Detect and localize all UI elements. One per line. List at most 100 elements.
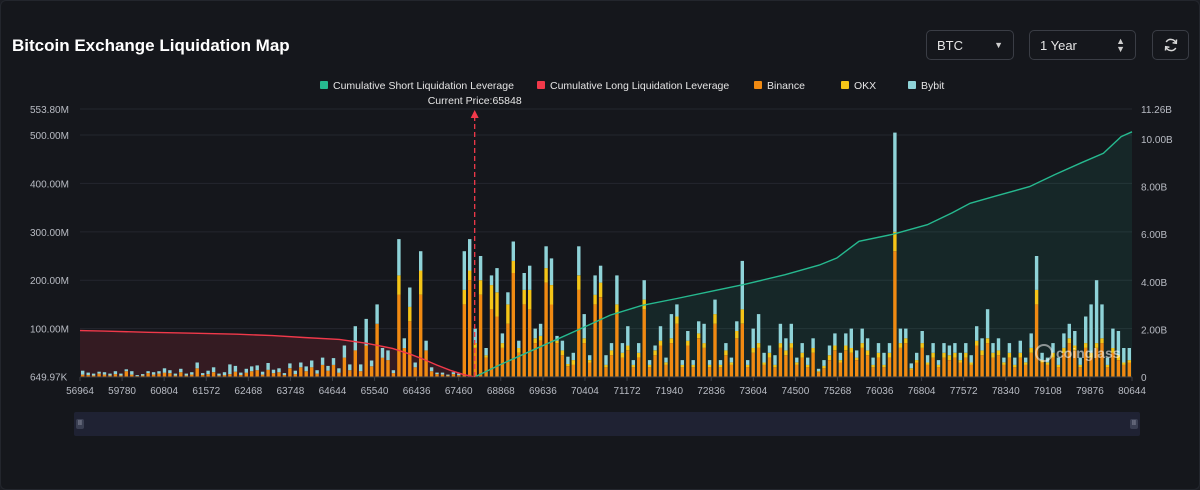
zoom-slider[interactable]: II II bbox=[74, 412, 1140, 436]
bar-okx bbox=[915, 360, 919, 363]
bar-bybit bbox=[1056, 357, 1061, 365]
bar-binance bbox=[277, 372, 281, 377]
bar-binance bbox=[440, 374, 445, 377]
current-price-label: Current Price:65848 bbox=[428, 95, 522, 107]
bar-binance bbox=[686, 345, 690, 377]
axes: 553.80M 500.00M 400.00M 300.00M 200.00M 100.0… bbox=[30, 105, 1173, 397]
bar-bybit bbox=[969, 355, 973, 363]
bar-binance bbox=[380, 357, 385, 377]
legend-label[interactable]: Binance bbox=[767, 80, 805, 92]
bar-bybit bbox=[451, 372, 456, 375]
x-tick-label: 76036 bbox=[866, 386, 894, 397]
bar-bybit bbox=[130, 371, 134, 375]
bar-binance bbox=[609, 355, 614, 377]
x-tick-label: 70404 bbox=[571, 386, 599, 397]
bar-binance bbox=[206, 374, 210, 377]
bar-okx bbox=[1100, 338, 1104, 344]
bar-bybit bbox=[767, 345, 772, 353]
legend-swatch bbox=[754, 81, 762, 89]
bar-binance bbox=[151, 374, 156, 377]
bar-okx bbox=[1105, 364, 1110, 368]
x-tick-label: 78340 bbox=[992, 386, 1020, 397]
bar-binance bbox=[271, 373, 276, 377]
bar-bybit bbox=[827, 345, 832, 356]
bar-okx bbox=[675, 316, 679, 324]
bar-binance bbox=[789, 348, 793, 377]
bar-binance bbox=[767, 357, 772, 377]
bar-binance bbox=[113, 374, 118, 377]
bar-binance bbox=[211, 372, 216, 377]
legend-label[interactable]: Cumulative Long Liquidation Leverage bbox=[550, 80, 729, 92]
bar-bybit bbox=[81, 370, 85, 375]
slider-left-handle[interactable]: II bbox=[76, 419, 84, 429]
y-right-tick-label: 0 bbox=[1141, 373, 1147, 384]
bar-bybit bbox=[1007, 343, 1012, 353]
bar-okx bbox=[806, 364, 810, 368]
bar-bybit bbox=[108, 373, 112, 376]
bar-okx bbox=[697, 333, 701, 339]
bar-bybit bbox=[495, 268, 499, 293]
bar-bybit bbox=[353, 326, 357, 351]
bar-binance bbox=[740, 323, 744, 377]
bar-bybit bbox=[522, 273, 526, 290]
bar-binance bbox=[288, 368, 292, 377]
bar-bybit bbox=[789, 323, 793, 344]
bar-binance bbox=[675, 323, 679, 377]
bar-bybit bbox=[996, 338, 1001, 351]
bar-okx bbox=[800, 352, 804, 358]
legend-label[interactable]: OKX bbox=[854, 80, 876, 92]
bar-binance bbox=[184, 375, 188, 377]
legend-label[interactable]: Bybit bbox=[921, 80, 944, 92]
bar-binance bbox=[620, 357, 625, 377]
legend-label[interactable]: Cumulative Short Liquidation Leverage bbox=[333, 80, 514, 92]
bar-okx bbox=[647, 364, 652, 368]
bar-okx bbox=[484, 355, 488, 358]
bar-okx bbox=[566, 363, 570, 367]
refresh-button[interactable] bbox=[1152, 30, 1189, 60]
bar-binance bbox=[1040, 362, 1044, 377]
y-right-tick-label: 11.26B bbox=[1141, 105, 1172, 116]
bar-binance bbox=[588, 362, 592, 377]
watermark: coinglass bbox=[1035, 344, 1121, 362]
bar-bybit bbox=[359, 364, 363, 372]
bar-binance bbox=[195, 368, 199, 377]
slider-right-handle[interactable]: II bbox=[1130, 419, 1138, 429]
bar-okx bbox=[669, 338, 674, 344]
bar-binance bbox=[190, 374, 194, 377]
bar-bybit bbox=[822, 360, 826, 366]
x-tick-label: 77572 bbox=[950, 386, 978, 397]
bar-bybit bbox=[293, 370, 297, 375]
bar-bybit bbox=[816, 368, 821, 372]
bar-binance bbox=[713, 323, 717, 377]
y-left-tick-label: 100.00M bbox=[30, 325, 69, 336]
bar-binance bbox=[1111, 352, 1115, 377]
bar-bybit bbox=[1122, 348, 1126, 363]
bar-binance bbox=[157, 373, 161, 377]
bar-binance bbox=[1034, 304, 1039, 377]
x-tick-label: 72836 bbox=[697, 386, 725, 397]
bar-bybit bbox=[637, 343, 641, 353]
symbol-select[interactable]: BTC ▼ bbox=[926, 30, 1014, 60]
period-select[interactable]: 1 Year ▲ ▼ bbox=[1029, 30, 1136, 60]
bar-binance bbox=[811, 352, 815, 377]
bar-bybit bbox=[729, 357, 734, 363]
bar-binance bbox=[566, 366, 570, 377]
bar-bybit bbox=[876, 343, 881, 353]
bar-binance bbox=[795, 364, 799, 377]
bar-binance bbox=[882, 367, 886, 377]
bar-bybit bbox=[162, 368, 167, 373]
bar-binance bbox=[735, 338, 739, 377]
x-tick-label: 79876 bbox=[1076, 386, 1104, 397]
bar-binance bbox=[800, 357, 804, 377]
bar-okx bbox=[849, 348, 853, 353]
x-tick-label: 65540 bbox=[361, 386, 389, 397]
bar-binance bbox=[904, 343, 908, 377]
bar-okx bbox=[871, 364, 875, 368]
bar-binance bbox=[435, 374, 439, 377]
bar-bybit bbox=[380, 348, 385, 358]
bar-bybit bbox=[658, 326, 663, 341]
bar-binance bbox=[549, 304, 554, 377]
bar-bybit bbox=[669, 314, 674, 339]
bar-binance bbox=[124, 371, 128, 377]
bar-binance bbox=[920, 348, 924, 377]
